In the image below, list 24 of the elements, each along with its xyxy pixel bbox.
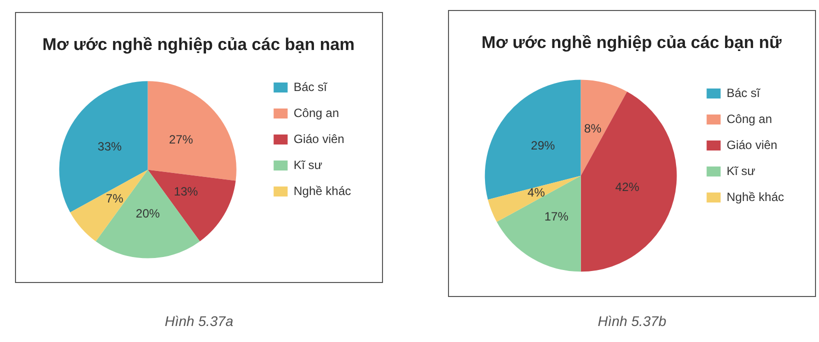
text: Hình 5.37b xyxy=(596,313,668,329)
data-label: 8% xyxy=(584,122,602,136)
data-label: 42% xyxy=(615,180,640,194)
chart-title: Mơ ước nghề nghiệp của các bạn nữ xyxy=(481,32,782,52)
legend-label: Công an xyxy=(294,106,340,120)
legend-label: Giáo viên xyxy=(726,138,778,152)
chart-title: Mơ ước nghề nghiệp của các bạn nam xyxy=(42,34,355,54)
legend-label: Kĩ sư xyxy=(294,158,322,172)
data-label: 13% xyxy=(174,184,198,199)
data-label: 29% xyxy=(530,138,556,153)
data-label: 27% xyxy=(169,132,194,147)
data-label: 17% xyxy=(544,209,569,224)
text: Hình 5.37a xyxy=(164,313,234,329)
data-label: 4% xyxy=(528,186,546,200)
legend-label: Nghề khác xyxy=(726,190,784,204)
legend-label: Kĩ sư xyxy=(726,164,756,178)
legend-label: Bác sĩ xyxy=(726,86,761,100)
legend-label: Công an xyxy=(726,112,772,126)
legend-label: Nghề khác xyxy=(294,184,352,198)
data-label: 33% xyxy=(98,139,122,154)
legend-label: Bác sĩ xyxy=(294,80,328,94)
data-label: 7% xyxy=(106,191,124,206)
legend-label: Giáo viên xyxy=(294,132,344,146)
data-label: 20% xyxy=(136,206,160,220)
